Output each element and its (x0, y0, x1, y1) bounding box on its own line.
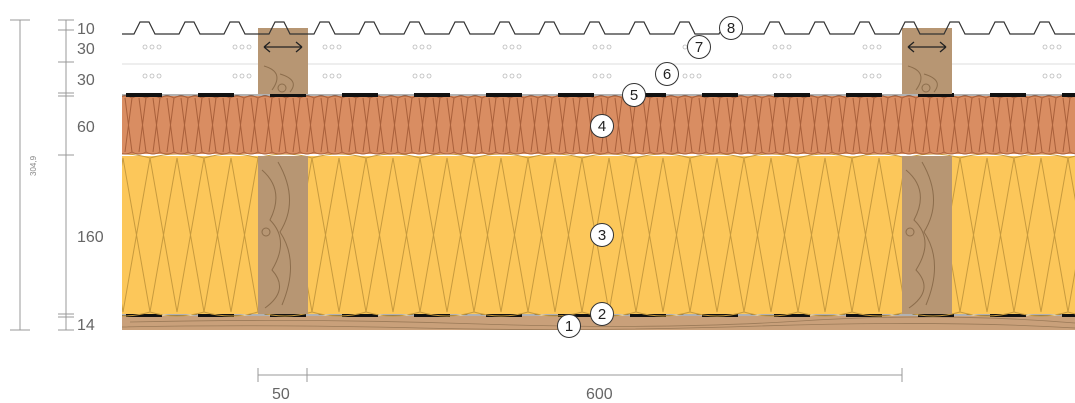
rafter-left (258, 156, 308, 314)
dim-label-30a: 30 (77, 41, 95, 58)
dim-label-30b: 30 (77, 72, 95, 89)
dim-label-10: 10 (77, 21, 95, 38)
dim-label-60: 60 (77, 119, 95, 136)
dim-label-total: 304,9 (29, 155, 38, 176)
callout-1: 1 (557, 314, 581, 338)
callout-7: 7 (687, 35, 711, 59)
callout-6: 6 (655, 62, 679, 86)
roof-membrane (122, 93, 1075, 97)
rafter-right (902, 156, 952, 314)
callout-5: 5 (622, 83, 646, 107)
trapezoidal-sheet (122, 21, 1075, 35)
callout-4: 4 (590, 114, 614, 138)
dim-label-50: 50 (272, 386, 290, 403)
dimension-lines (10, 19, 903, 382)
counter-batten-left (258, 28, 308, 94)
dim-label-600: 600 (586, 386, 613, 403)
dim-label-14: 14 (77, 317, 95, 334)
dim-label-160: 160 (77, 229, 104, 246)
callout-3: 3 (590, 223, 614, 247)
counter-batten-right (902, 28, 952, 94)
callout-8: 8 (719, 16, 743, 40)
callout-2: 2 (590, 302, 614, 326)
